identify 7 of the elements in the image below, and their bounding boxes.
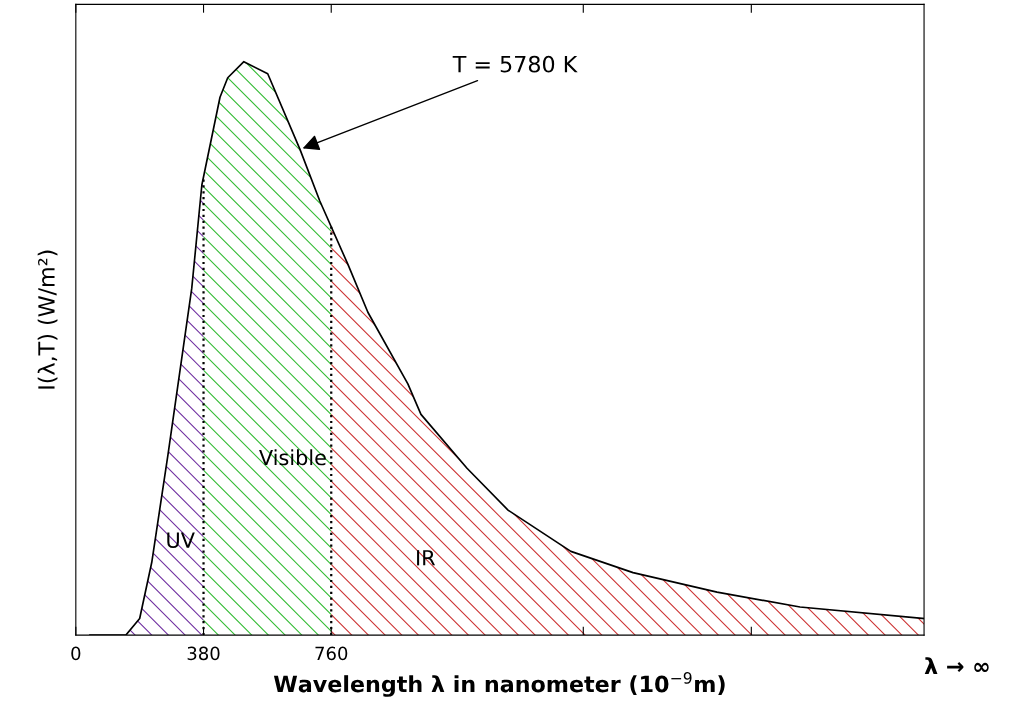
x-tick-label: 760 bbox=[315, 646, 348, 661]
x-axis-title: Wavelength λ in nanometer (10$^{−9}$m) bbox=[273, 672, 725, 697]
x-tick-label: 380 bbox=[187, 646, 220, 661]
x-tick-label: 0 bbox=[71, 646, 81, 661]
y-axis-title: I(λ,T) (W/m²) bbox=[37, 250, 58, 389]
annotation: T = 5780 K bbox=[452, 55, 578, 73]
text: λ → ∞ bbox=[924, 657, 989, 675]
